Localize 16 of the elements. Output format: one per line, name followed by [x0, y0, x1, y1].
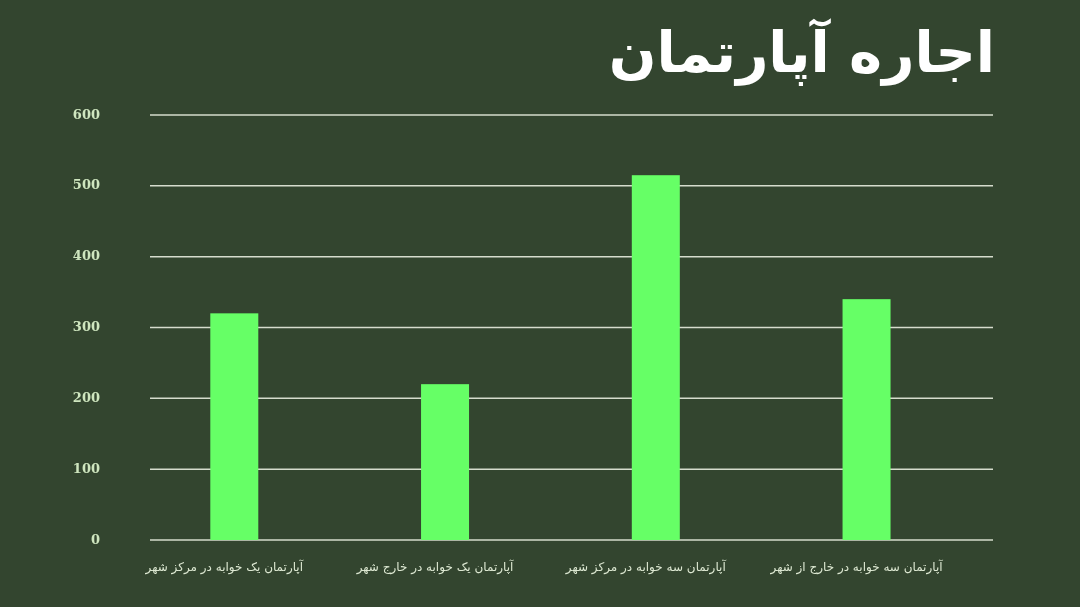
bar: [210, 313, 259, 540]
x-tick-label: آپارتمان سه خوابه در مرکز شهر: [564, 559, 727, 575]
bar: [631, 175, 680, 540]
y-tick-label: 200: [72, 389, 100, 405]
x-tick-label: آپارتمان یک خوابه در خارج شهر: [355, 559, 515, 575]
y-tick-label: 600: [72, 106, 100, 122]
bar: [421, 384, 470, 540]
chart-title: اجاره آپارتمان: [608, 18, 995, 86]
y-tick-label: 300: [72, 319, 100, 334]
x-tick-label: آپارتمان سه خوابه در خارج از شهر: [769, 559, 944, 575]
y-tick-label: 100: [72, 460, 100, 476]
y-tick-label: 500: [72, 177, 100, 193]
y-tick-label: 0: [90, 531, 100, 547]
x-tick-label: آپارتمان یک خوابه در مرکز شهر: [144, 559, 304, 575]
y-tick-label: 400: [72, 248, 100, 264]
bar: [842, 299, 891, 540]
